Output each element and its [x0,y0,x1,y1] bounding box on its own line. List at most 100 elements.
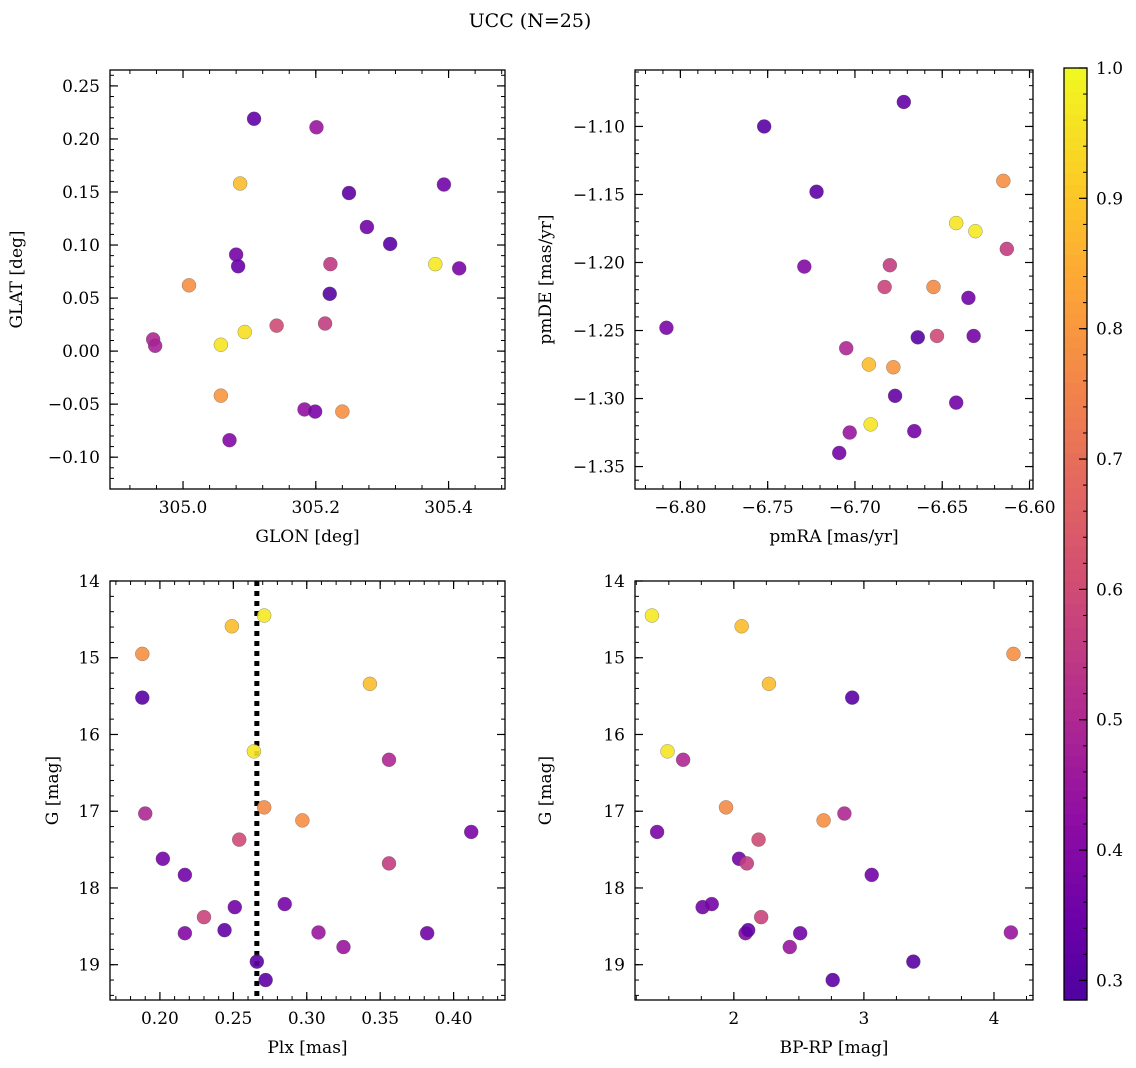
panel-bprp-g: 2 3 4 14 15 16 17 18 19 BP-RP [mag] G [mag] [536,572,1034,1058]
x-tick-label: 0.25 [214,1009,252,1029]
data-point [816,813,831,828]
colorbar-segment [1064,522,1087,535]
data-point [1003,925,1019,940]
colorbar-segment [1064,767,1087,780]
y-tick-label: −0.10 [48,448,100,468]
data-point [224,619,240,634]
data-point [756,119,772,134]
data-point [419,925,435,941]
data-point [734,619,749,634]
x-axis-label: Plx [mas] [267,1038,347,1058]
colorbar-segment [1064,883,1087,896]
y-tick-label: 0.25 [62,77,100,97]
colorbar-segment [1064,137,1087,151]
data-point [887,388,903,404]
data-point [227,899,243,915]
colorbar-segment [1064,161,1087,174]
data-point [177,867,193,883]
y-tick-label: 19 [78,956,100,976]
colorbar-segment [1064,790,1087,803]
colorbar-segment [1064,499,1087,512]
colorbar-segment [1064,592,1087,605]
axes-frame [634,69,1034,490]
data-point [181,278,197,293]
data-point [996,173,1011,189]
colorbar-segment [1064,464,1087,477]
data-point [910,330,926,345]
y-tick-label: 18 [603,879,625,899]
colorbar-segment [1064,627,1087,640]
data-point [322,286,337,302]
colorbar-segment [1064,965,1087,978]
colorbar-segment [1064,743,1087,756]
data-point [196,909,212,925]
colorbar-segment [1064,149,1087,162]
colorbar-tick-label: 0.5 [1096,711,1123,731]
panel-glon-glat: 305.0 305.2 305.4 −0.10 −0.05 0.00 0.05 0.10 0.1… [7,69,506,547]
colorbar-segment [1064,918,1087,931]
colorbar-segment [1064,487,1087,500]
colorbar-segment [1064,848,1087,861]
data-point [896,94,912,110]
data-point [929,328,945,344]
data-point [877,279,892,295]
data-point [948,215,964,231]
colorbar-segment [1064,615,1087,628]
colorbar-tick-label: 0.8 [1096,320,1123,340]
colorbar-segment [1064,650,1087,663]
colorbar-segment [1064,266,1087,279]
colorbar-segment [1064,557,1087,570]
data-point [137,806,153,821]
colorbar-segment [1064,871,1087,885]
colorbar-segment [1064,394,1087,407]
data-point [307,404,323,419]
y-tick-label: 15 [78,649,100,669]
y-tick-label: −1.10 [573,117,625,137]
data-point [341,185,357,201]
colorbar-segment [1064,382,1087,395]
data-point [428,256,443,272]
data-point [295,813,310,828]
y-tick-label: 18 [78,879,100,899]
data-point [907,423,922,439]
data-point [309,120,324,135]
data-point [359,219,375,235]
data-point [311,925,326,940]
colorbar-segment [1064,79,1087,92]
data-point [155,851,171,867]
colorbar-segment [1064,545,1087,558]
colorbar-tick-label: 0.9 [1096,189,1123,209]
colorbar-segment [1064,301,1087,314]
colorbar-segment [1064,662,1087,675]
data-point [948,395,964,410]
data-point [232,176,248,191]
data-point [831,445,847,461]
y-axis-label: pmDE [mas/yr] [536,214,556,344]
colorbar-tick-label: 1.0 [1096,59,1123,79]
colorbar-tick-label: 0.3 [1096,971,1123,991]
colorbar-segment [1064,429,1087,442]
x-axis-label: BP-RP [mag] [780,1038,889,1058]
data-point [323,256,338,272]
axes-frame [109,580,506,1001]
data-point [237,324,253,340]
colorbar-segment [1064,510,1087,523]
colorbar-segment [1064,475,1087,488]
y-tick-label: 19 [603,956,625,976]
colorbar-segment [1064,126,1087,139]
data-point [317,316,333,331]
colorbar-segment [1064,91,1087,104]
y-tick-label: 0.05 [62,289,100,309]
data-point [675,752,691,768]
colorbar-segment [1064,568,1087,582]
data-point [213,337,229,352]
data-point [362,676,378,692]
colorbar-segment [1064,988,1087,1001]
y-tick-label: 16 [78,725,100,745]
y-tick-label: 17 [603,802,625,822]
data-point [135,646,150,662]
data-point [147,338,163,354]
data-point [177,925,193,941]
colorbar-tick-label: 0.6 [1096,580,1123,600]
